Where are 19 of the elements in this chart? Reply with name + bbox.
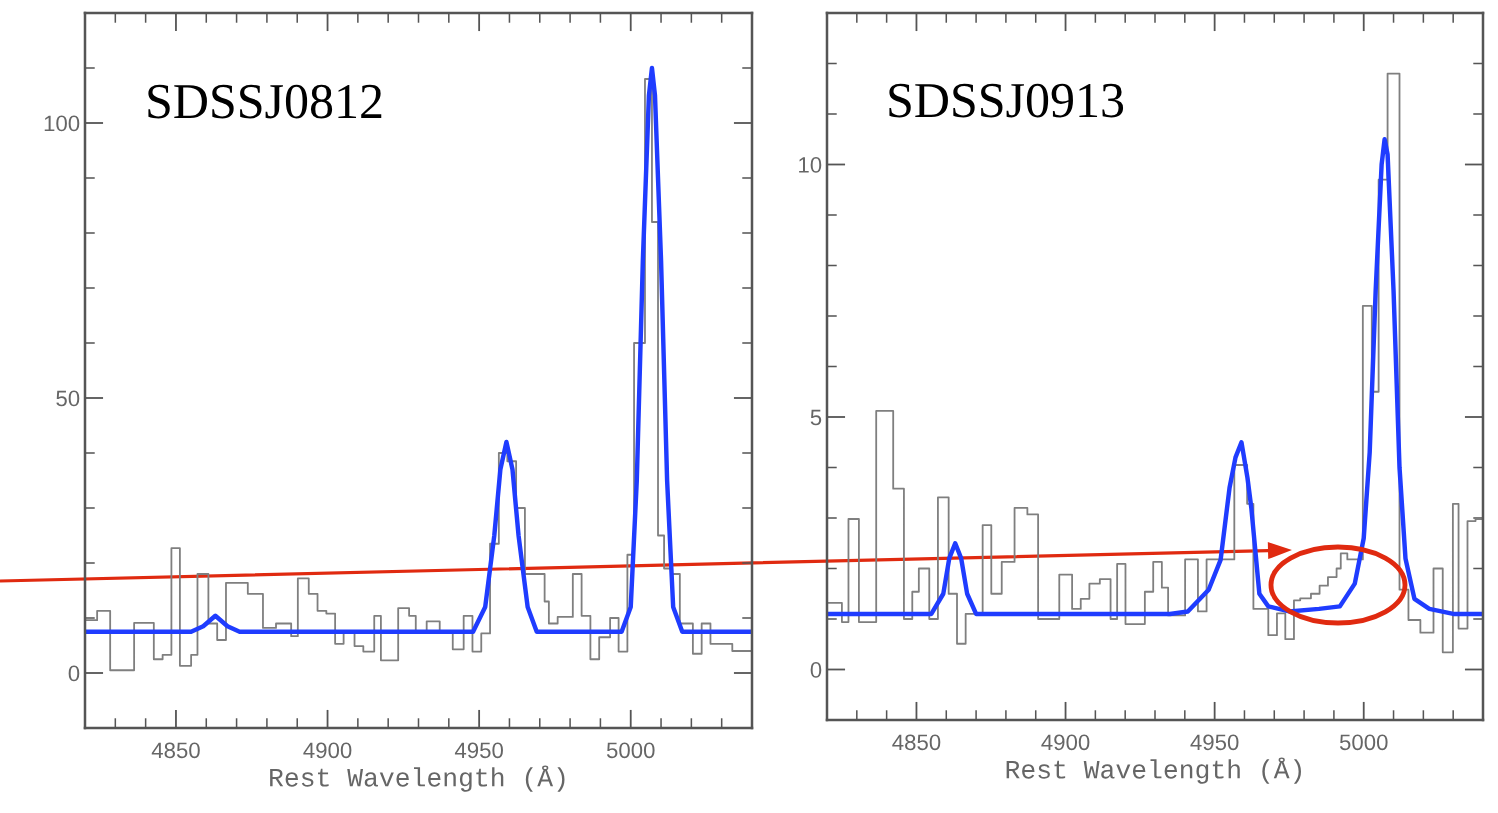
text: SDSSJ0913 <box>889 83 1124 118</box>
x-tick-label: 5000 <box>606 742 655 759</box>
x-tick-label: 4850 <box>892 734 941 751</box>
y-tick-label: 0 <box>810 662 822 678</box>
y-tick-label: 10 <box>799 157 822 173</box>
x-tick-label: 4900 <box>303 742 352 759</box>
x-tick-label: 4950 <box>1190 734 1239 751</box>
y-tick-label: 50 <box>56 390 80 407</box>
y-tick-label: 0 <box>68 665 80 682</box>
x-tick-label: 4900 <box>1041 734 1090 751</box>
text: SDSSJ0812 <box>148 84 382 119</box>
y-tick-label: 100 <box>44 115 80 132</box>
x-tick-label: 4850 <box>151 742 200 759</box>
x-axis-title: Rest Wavelength (Å) <box>1006 757 1301 784</box>
y-tick-label: 5 <box>810 409 822 426</box>
line-series <box>827 137 1483 617</box>
x-axis-title: Rest Wavelength (Å) <box>270 765 565 792</box>
x-tick-label: 4950 <box>454 742 503 759</box>
x-tick-label: 5000 <box>1339 734 1388 751</box>
